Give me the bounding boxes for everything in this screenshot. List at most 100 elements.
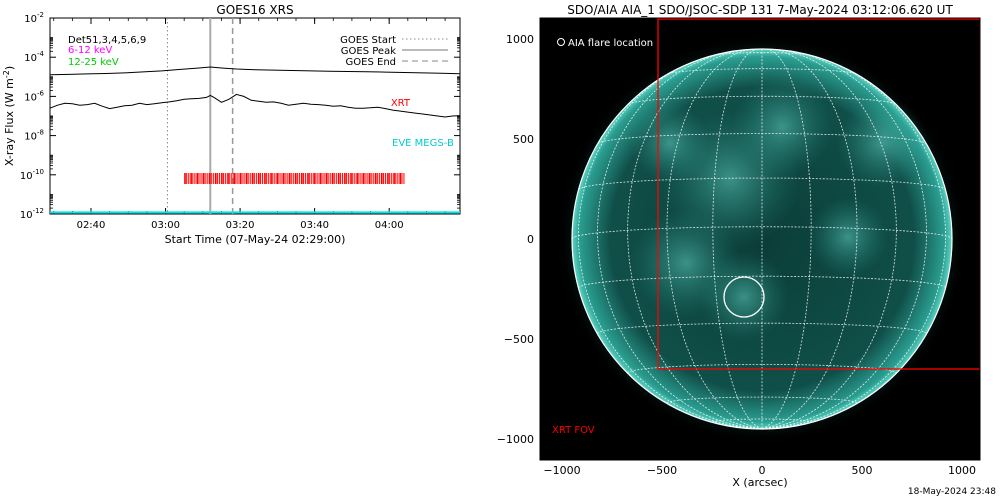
xrt-exposure-mark bbox=[298, 173, 300, 184]
grid-line bbox=[578, 177, 946, 190]
xrt-exposure-mark bbox=[284, 173, 286, 184]
goes-lightcurve: GOES16 XRS 10-12 10-10 10-8 10-6 10-4 10-2 02… bbox=[2, 3, 461, 246]
xrt-exposure-mark bbox=[208, 173, 211, 184]
xrt-exposure-mark bbox=[307, 173, 309, 184]
footer-timestamp: 18-May-2024 23:48 bbox=[908, 487, 996, 497]
xrt-exposure-mark bbox=[243, 173, 245, 184]
xrt-exposure-mark bbox=[301, 173, 303, 184]
active-region-glow bbox=[732, 77, 832, 177]
aia-y-tick-label: 0 bbox=[527, 233, 534, 246]
xrt-exposure-mark bbox=[280, 173, 282, 184]
xrt-exposure-mark bbox=[315, 173, 317, 184]
aia-flare-legend: AIA flare location bbox=[557, 38, 653, 49]
xrt-exposure-mark bbox=[374, 173, 377, 184]
xrt-exposure-mark bbox=[251, 173, 254, 184]
aia-x-tick-label: 1000 bbox=[948, 464, 976, 477]
grid-line bbox=[628, 95, 896, 105]
flare-legend-label: AIA flare location bbox=[568, 38, 653, 49]
aia-y-tick-label: 1000 bbox=[506, 33, 534, 46]
xrt-exposure-mark bbox=[348, 173, 350, 184]
xrt-exposure-mark bbox=[214, 173, 217, 184]
xrt-exposure-mark bbox=[366, 173, 368, 184]
x-tick-label: 04:00 bbox=[375, 220, 404, 231]
xrt-exposure-mark bbox=[325, 173, 328, 184]
legend-label: GOES Start bbox=[340, 35, 396, 46]
aia-x-tick-label: 500 bbox=[852, 464, 873, 477]
xrt-exposure-mark bbox=[221, 173, 223, 184]
xrt-exposure-mark bbox=[321, 173, 323, 184]
y-tick-label: 10-8 bbox=[24, 129, 44, 143]
xrt-exposure-mark bbox=[317, 173, 319, 184]
xrt-exposure-mark bbox=[190, 173, 192, 184]
aia-title: SDO/AIA AIA_1 SDO/JSOC-SDP 131 7-May-202… bbox=[567, 3, 953, 17]
xrt-exposure-mark bbox=[368, 173, 371, 184]
xrt-exposure-mark bbox=[206, 173, 208, 184]
aia-x-tick-label: 0 bbox=[759, 464, 766, 477]
aia-y-tick-label: −1000 bbox=[497, 433, 534, 446]
xrt-exposure-mark bbox=[403, 173, 405, 184]
grid-line bbox=[666, 48, 763, 429]
xrt-exposure-mark bbox=[268, 173, 270, 184]
xrt-exposure-mark bbox=[292, 173, 294, 184]
xrt-exposure-mark bbox=[327, 173, 329, 184]
xrt-exposure-mark bbox=[241, 173, 243, 184]
xrt-exposure-mark bbox=[352, 173, 354, 184]
xrt-exposure-mark bbox=[227, 173, 229, 184]
active-region-glow bbox=[699, 252, 789, 342]
lightcurve-y-ticks: 10-12 10-10 10-8 10-6 10-4 10-2 bbox=[20, 11, 460, 221]
heliographic-grid bbox=[571, 48, 953, 430]
xrt-exposure-mark bbox=[372, 173, 374, 184]
xrt-exposure-mark bbox=[313, 173, 315, 184]
xrt-exposure-mark bbox=[202, 173, 205, 184]
band-label-high: 12-25 keV bbox=[68, 57, 119, 68]
xrt-exposure-mark bbox=[294, 173, 297, 184]
xrt-exposure-mark bbox=[305, 173, 307, 184]
xrt-exposure-mark bbox=[344, 173, 346, 184]
xrt-exposure-mark bbox=[270, 173, 272, 184]
xrt-exposure-mark bbox=[204, 173, 206, 184]
xrt-fov-label: XRT FOV bbox=[552, 425, 595, 436]
xrt-exposure-mark bbox=[358, 173, 360, 184]
lightcurve-series bbox=[50, 66, 460, 214]
x-tick-label: 03:40 bbox=[300, 220, 329, 231]
xrt-exposure-mark bbox=[362, 173, 365, 184]
xrt-exposure-mark bbox=[378, 173, 380, 184]
xrt-exposure-mark bbox=[278, 173, 280, 184]
aia-x-tick-label: −500 bbox=[647, 464, 677, 477]
xrt-exposure-mark bbox=[290, 173, 292, 184]
xrt-exposure-mark bbox=[196, 173, 199, 184]
xrt-exposure-mark bbox=[311, 173, 313, 184]
x-tick-label: 03:00 bbox=[151, 220, 180, 231]
xrt-coverage-band bbox=[184, 173, 405, 184]
xrt-exposure-mark bbox=[335, 173, 337, 184]
lightcurve-series-0 bbox=[50, 66, 460, 76]
grid-line bbox=[714, 52, 810, 56]
xrt-label: XRT bbox=[391, 98, 411, 109]
xrt-exposure-mark bbox=[212, 173, 214, 184]
xrt-exposure-mark bbox=[272, 173, 274, 184]
xrt-exposure-mark bbox=[339, 173, 341, 184]
grid-line bbox=[761, 48, 858, 429]
xrt-exposure-mark bbox=[186, 173, 188, 184]
grid-line bbox=[761, 54, 946, 429]
xrt-exposure-mark bbox=[288, 173, 291, 184]
xrt-exposure-mark bbox=[385, 173, 386, 184]
lightcurve-x-axis-label: Start Time (07-May-24 02:29:00) bbox=[165, 233, 346, 246]
xrt-exposure-mark bbox=[239, 173, 242, 184]
grid-line bbox=[761, 48, 812, 429]
xrt-exposure-mark bbox=[198, 173, 200, 184]
aia-image-panel: SDO/AIA AIA_1 SDO/JSOC-SDP 131 7-May-202… bbox=[497, 3, 981, 489]
xrt-exposure-mark bbox=[395, 173, 397, 184]
xrt-exposure-mark bbox=[356, 173, 358, 184]
active-region-glow bbox=[837, 98, 927, 188]
grid-line bbox=[578, 54, 763, 429]
xrt-exposure-mark bbox=[391, 173, 393, 184]
xrt-exposure-mark bbox=[245, 173, 248, 184]
xrt-exposure-mark bbox=[184, 173, 186, 184]
xrt-fov-rect bbox=[657, 18, 980, 370]
xrt-exposure-mark bbox=[286, 173, 288, 184]
y-tick-label: 10-2 bbox=[24, 11, 44, 25]
xrt-exposure-mark bbox=[192, 173, 194, 184]
grid-line bbox=[761, 50, 927, 429]
xrt-exposure-mark bbox=[387, 173, 389, 184]
